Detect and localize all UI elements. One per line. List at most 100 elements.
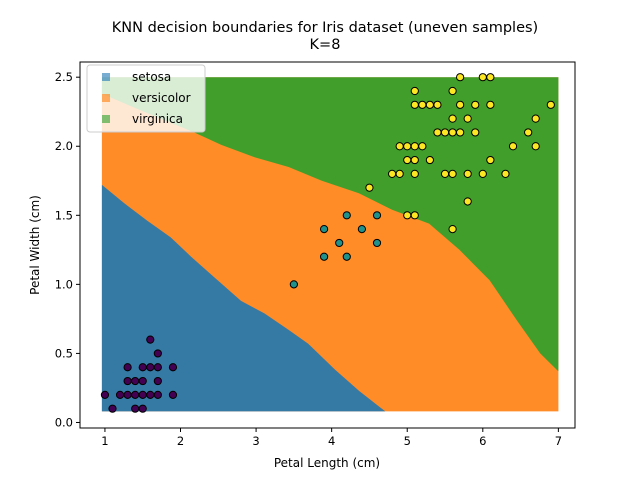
point-virginica <box>508 142 518 151</box>
point-virginica <box>486 155 495 165</box>
region-virginica <box>101 77 559 372</box>
point-virginica <box>418 142 427 151</box>
point-virginica <box>388 169 397 178</box>
point-virginica <box>418 100 427 109</box>
point-virginica <box>410 142 419 151</box>
legend-swatch-versicolor <box>102 94 110 102</box>
point-setosa <box>168 390 178 399</box>
axes-frame <box>79 61 576 429</box>
x-tick-label: 3 <box>252 434 259 448</box>
point-virginica <box>471 128 480 137</box>
x-axis-label: Petal Length (cm) <box>274 456 380 470</box>
point-virginica <box>410 169 419 178</box>
point-setosa <box>146 390 155 399</box>
legend-swatch-virginica <box>102 115 110 123</box>
point-virginica <box>456 73 465 82</box>
point-setosa <box>138 390 147 399</box>
point-virginica <box>433 128 442 137</box>
legend-box <box>86 64 206 133</box>
point-virginica <box>440 128 450 137</box>
point-setosa <box>153 376 162 386</box>
point-virginica <box>463 197 472 206</box>
legend-swatch-setosa <box>102 73 110 81</box>
point-setosa <box>168 363 178 372</box>
point-virginica <box>403 211 412 220</box>
point-virginica <box>403 142 412 151</box>
x-tick-label: 2 <box>177 434 184 448</box>
point-virginica <box>395 142 404 151</box>
point-versicolor <box>372 211 382 220</box>
point-setosa <box>138 363 147 372</box>
point-virginica <box>456 128 465 137</box>
y-tick-label: 1.5 <box>55 208 73 222</box>
point-virginica <box>486 100 495 109</box>
point-versicolor <box>342 252 351 261</box>
point-virginica <box>463 169 472 178</box>
point-virginica <box>478 73 487 82</box>
point-setosa <box>131 376 140 386</box>
point-virginica <box>410 155 419 165</box>
legend-label-setosa: setosa <box>132 70 171 84</box>
point-virginica <box>448 86 457 96</box>
x-tick-label: 4 <box>328 434 335 448</box>
point-virginica <box>448 169 457 178</box>
point-virginica <box>395 169 404 178</box>
point-virginica <box>425 100 435 109</box>
point-setosa <box>146 363 155 372</box>
x-tick-label: 6 <box>479 434 486 448</box>
x-tick-label: 7 <box>555 434 562 448</box>
point-virginica <box>448 128 457 137</box>
y-tick-label: 2.0 <box>55 139 73 153</box>
point-virginica <box>456 100 465 109</box>
point-setosa <box>138 404 147 413</box>
chart-title: KNN decision boundaries for Iris dataset… <box>112 20 538 36</box>
point-setosa <box>123 363 132 372</box>
point-setosa <box>153 363 162 372</box>
point-setosa <box>131 390 140 399</box>
point-virginica <box>531 142 540 151</box>
y-tick-label: 2.5 <box>55 70 73 84</box>
point-versicolor <box>342 211 351 220</box>
point-virginica <box>524 128 533 137</box>
y-tick-label: 0.0 <box>55 415 73 429</box>
point-setosa <box>138 376 147 386</box>
point-versicolor <box>319 225 329 234</box>
point-virginica <box>403 155 412 165</box>
x-tick-label: 1 <box>101 434 108 448</box>
point-virginica <box>410 211 419 220</box>
point-setosa <box>146 335 155 344</box>
point-versicolor <box>357 225 366 234</box>
point-virginica <box>440 169 450 178</box>
point-virginica <box>410 86 419 96</box>
point-setosa <box>123 376 132 386</box>
point-virginica <box>471 100 480 109</box>
point-setosa <box>123 390 132 399</box>
point-virginica <box>448 225 457 234</box>
point-versicolor <box>335 238 344 248</box>
point-versicolor <box>289 280 298 289</box>
point-setosa <box>108 404 117 413</box>
point-setosa <box>100 390 110 399</box>
point-virginica <box>546 100 555 109</box>
y-axis-label: Petal Width (cm) <box>28 195 42 295</box>
point-virginica <box>463 114 472 123</box>
point-virginica <box>410 100 419 109</box>
y-tick-label: 0.5 <box>55 346 73 360</box>
y-tick-label: 1.0 <box>55 277 73 291</box>
x-tick-label: 5 <box>404 434 411 448</box>
data-points <box>100 73 555 413</box>
point-setosa <box>131 404 140 413</box>
point-setosa <box>115 390 125 399</box>
point-virginica <box>425 155 435 165</box>
point-virginica <box>486 73 495 82</box>
legend-label-virginica: virginica <box>132 112 183 126</box>
point-versicolor <box>372 238 382 248</box>
point-setosa <box>153 349 162 358</box>
point-versicolor <box>319 252 329 261</box>
point-virginica <box>448 114 457 123</box>
y-axis: 0.0 0.5 1.0 1.5 2.0 2.5 <box>55 70 80 429</box>
point-virginica <box>365 183 374 192</box>
legend-label-versicolor: versicolor <box>132 91 191 105</box>
region-setosa <box>101 184 386 412</box>
